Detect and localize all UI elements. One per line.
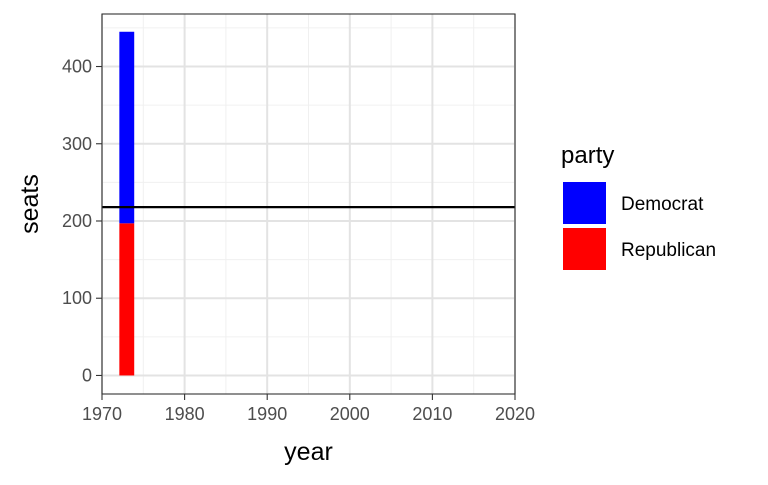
- bars: [119, 31, 135, 376]
- legend-key-democrat: [563, 182, 606, 224]
- y-axis: 0 100 200 300 400: [62, 57, 102, 385]
- y-tick-label: 0: [82, 365, 92, 385]
- legend-key-republican: [563, 228, 606, 270]
- x-axis: 1970 1980 1990 2000 2010 2020: [82, 394, 535, 424]
- plot-border: [101, 13, 516, 395]
- x-tick-label: 2020: [495, 404, 535, 424]
- y-tick-label: 200: [62, 211, 92, 231]
- x-tick-label: 2000: [330, 404, 370, 424]
- y-axis-label: seats: [16, 174, 44, 234]
- x-tick-label: 1980: [165, 404, 205, 424]
- y-tick-label: 300: [62, 134, 92, 154]
- minor-gridlines: [102, 14, 515, 394]
- x-axis-label: year: [284, 438, 333, 466]
- x-tick-label: 2010: [412, 404, 452, 424]
- legend: party Democrat Republican: [561, 142, 716, 270]
- legend-title: party: [561, 142, 614, 169]
- bar-democrat-1973: [119, 31, 135, 224]
- legend-items: Democrat Republican: [563, 182, 716, 270]
- legend-label-republican: Republican: [621, 240, 716, 261]
- x-tick-label: 1990: [247, 404, 287, 424]
- bar-republican-1973: [119, 223, 135, 376]
- y-tick-label: 400: [62, 57, 92, 77]
- legend-label-democrat: Democrat: [621, 194, 704, 215]
- x-tick-label: 1970: [82, 404, 122, 424]
- y-tick-label: 100: [62, 288, 92, 308]
